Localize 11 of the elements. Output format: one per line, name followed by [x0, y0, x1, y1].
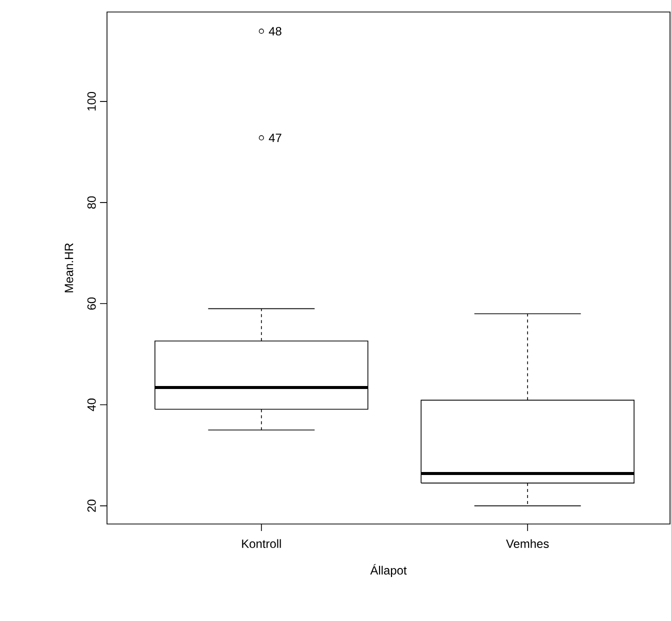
y-tick-label: 100 [87, 92, 96, 111]
y-tick-label: 20 [87, 500, 96, 512]
y-tick-label: 60 [87, 297, 96, 310]
x-tick-label: Vemhes [506, 539, 549, 548]
y-tick-label: 80 [87, 196, 96, 209]
y-axis-title: Mean.HR [64, 243, 74, 292]
x-axis-title: Állapot [370, 564, 407, 577]
annotation: 47 [268, 134, 282, 142]
y-tick-label: 40 [87, 398, 96, 412]
x-tick-label: Kontroll [242, 539, 281, 548]
annotation: 48 [268, 26, 282, 36]
